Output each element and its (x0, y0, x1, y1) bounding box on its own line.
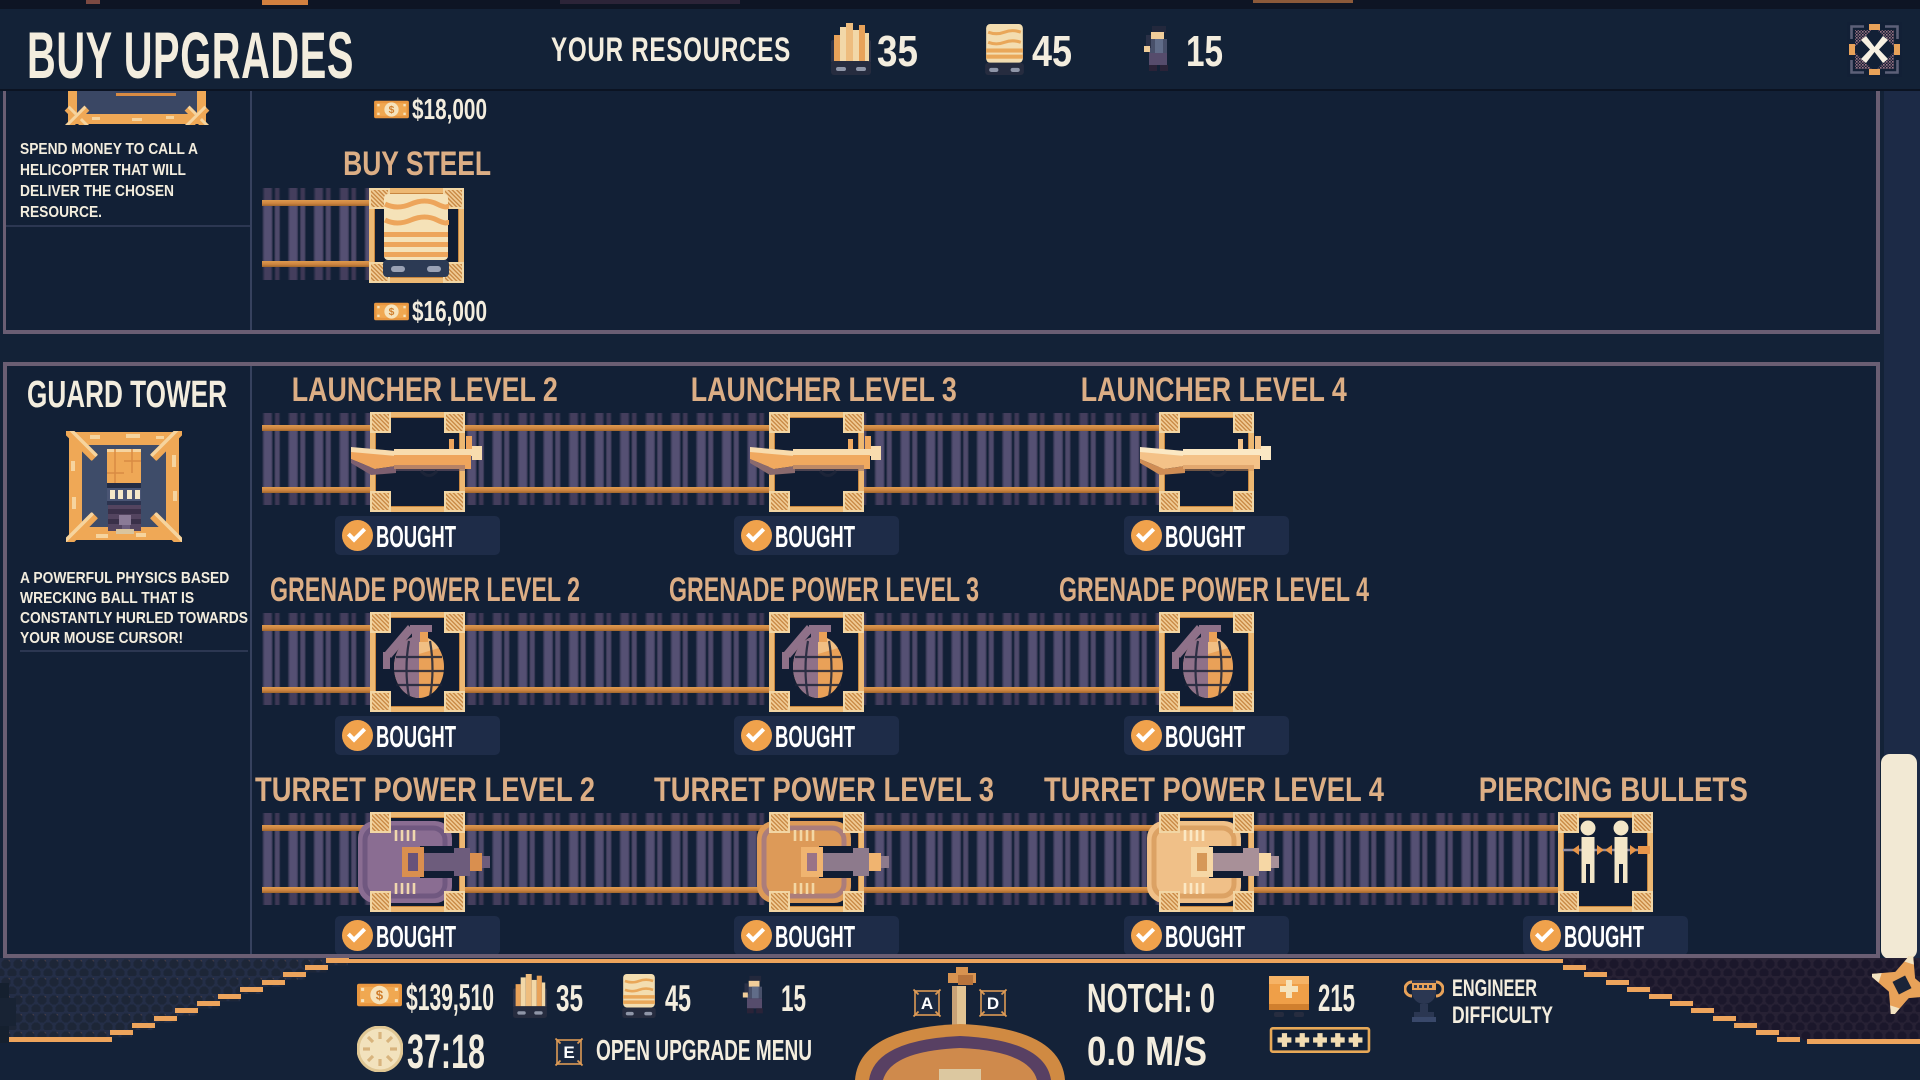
svg-text:$: $ (389, 307, 395, 318)
svg-text:$: $ (376, 988, 384, 1003)
svg-text:$: $ (389, 105, 395, 116)
